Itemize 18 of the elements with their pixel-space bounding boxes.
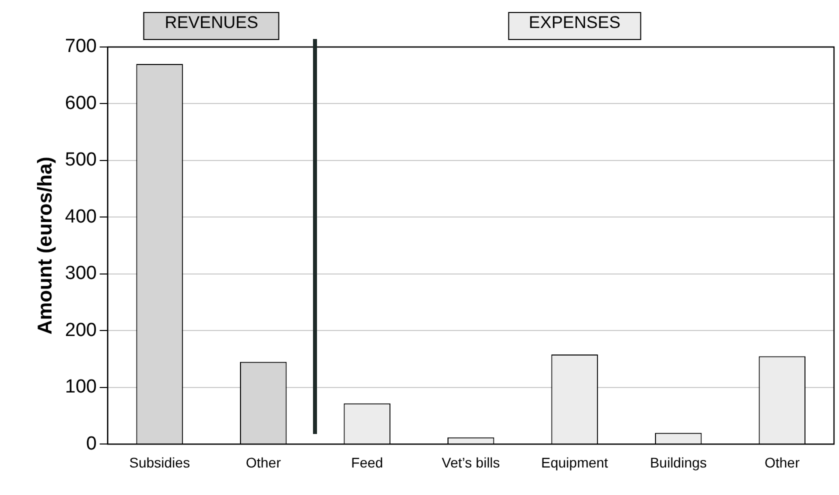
y-tick-label: 100 [65,376,97,398]
y-tick-label: 200 [65,320,97,341]
x-tick-label: Buildings [650,454,707,470]
x-tick-label: Feed [351,454,384,470]
x-tick-label: Vet’s bills [442,454,500,470]
x-tick-label: Subsidies [129,454,190,470]
text: EXPENSES [508,12,642,40]
series-label: REVENUES [144,12,280,40]
y-tick-label: 500 [65,150,97,171]
y-axis-title: Amount (euros/ha) [34,156,57,334]
y-tick-label: 0 [86,433,97,454]
y-tick-label: 400 [65,206,97,228]
y-tick-label: 300 [65,263,97,284]
x-tick-label: Equipment [541,454,608,470]
x-tick-label: Other [764,454,800,470]
y-tick-label: 600 [65,92,97,114]
y-tick-label: 700 [65,36,97,58]
x-tick-label: Other [246,454,282,470]
